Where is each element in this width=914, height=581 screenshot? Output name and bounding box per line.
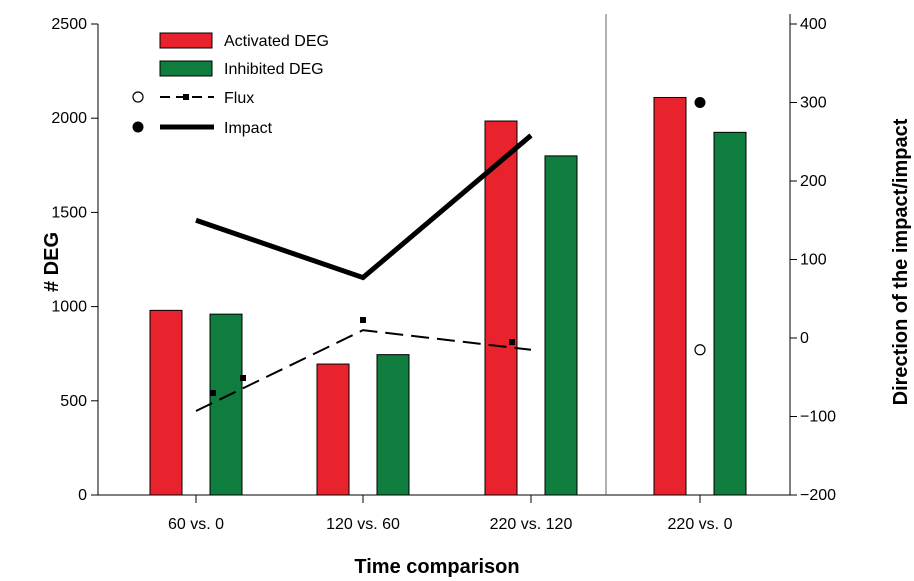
y-right-tick-label: 200 [800,173,827,190]
legend-swatch [159,32,213,49]
legend-label: Activated DEG [224,33,329,50]
legend-label: Impact [224,120,273,137]
y-left-tick-label: 500 [60,393,87,410]
x-tick-label: 220 vs. 120 [490,516,573,533]
legend: Activated DEG Inhibited DEG Flux Impact [132,32,329,137]
legend-marker [132,91,144,103]
impact-marker-point [694,97,706,108]
y-left-tick-label: 1000 [51,299,87,316]
y-axis-right-title: Direction of the impact/impact [890,118,912,405]
bar-activated-deg [316,363,350,496]
y-left-tick-label: 0 [78,487,87,504]
bar-inhibited-deg [209,313,243,496]
flux-square-marker [240,375,246,381]
legend-swatch [159,60,213,77]
legend-marker [132,121,144,133]
bar-activated-deg [149,309,183,496]
bar-activated-deg [653,96,687,496]
y-left-tick-label: 2500 [51,16,87,33]
ticks: 0 500 1000 1500 2000 2500 −200 −100 0 100 200 300 40… [51,16,836,533]
legend-label: Inhibited DEG [224,61,324,78]
y-right-tick-label: −200 [800,487,836,504]
bar-inhibited-deg [713,131,747,496]
bar-activated-deg [484,120,518,496]
y-axis-left-title: # DEG [41,232,63,292]
y-right-tick-label: −100 [800,409,836,426]
y-right-tick-label: 300 [800,95,827,112]
bar-inhibited-deg [544,155,578,496]
y-right-tick-label: 0 [800,330,809,347]
flux-marker-point [694,344,706,356]
bars [149,96,747,496]
x-axis-title: Time comparison [354,556,519,578]
lines [195,97,706,412]
x-tick-label: 220 vs. 0 [668,516,733,533]
legend-label: Flux [224,90,254,107]
flux-square-marker [210,390,216,396]
line-flux [195,329,532,412]
y-right-tick-label: 400 [800,16,827,33]
y-left-tick-label: 2000 [51,110,87,127]
x-tick-label: 120 vs. 60 [326,516,400,533]
flux-square-marker [509,339,515,345]
legend-square-marker [183,94,189,100]
bar-inhibited-deg [376,354,410,496]
y-right-tick-label: 100 [800,252,827,269]
x-tick-label: 60 vs. 0 [168,516,224,533]
line-impact [195,133,533,281]
flux-square-marker [360,317,366,323]
y-left-tick-label: 1500 [51,204,87,221]
